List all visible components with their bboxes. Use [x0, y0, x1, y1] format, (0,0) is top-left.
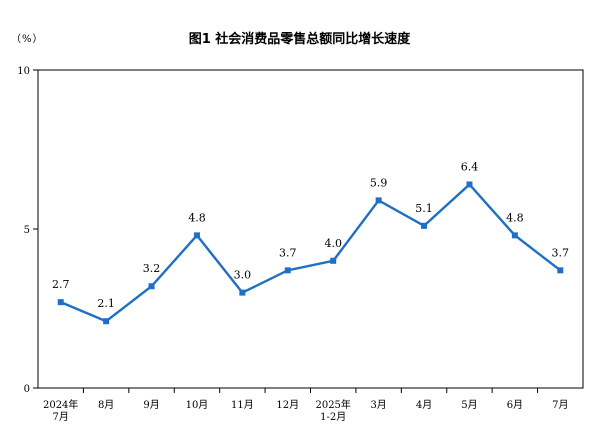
- data-value-label: 2.1: [97, 297, 115, 310]
- data-point-marker: [103, 318, 110, 325]
- x-tick-label: 10月: [186, 399, 209, 411]
- data-point-marker: [375, 197, 382, 204]
- data-value-label: 4.8: [506, 211, 524, 224]
- data-point-marker: [330, 257, 337, 264]
- data-value-label: 3.2: [143, 262, 161, 275]
- data-point-marker: [284, 267, 291, 274]
- series-line: [60, 182, 562, 323]
- chart-title: 图1 社会消费品零售总额同比增长速度: [188, 32, 411, 47]
- data-point-marker: [193, 232, 200, 239]
- x-tick-label: 2024年: [43, 398, 78, 411]
- x-tick-label: 3月: [370, 399, 386, 411]
- data-value-label: 2.7: [52, 278, 70, 291]
- x-tick-label: 7月: [552, 399, 568, 411]
- data-point-marker: [57, 299, 64, 306]
- data-point-marker: [511, 232, 518, 239]
- data-value-label: 3.0: [234, 269, 252, 282]
- data-value-label: 4.8: [188, 211, 206, 224]
- x-tick-label: 4月: [416, 399, 432, 411]
- x-tick-label: 1-2月: [320, 411, 346, 423]
- data-point-marker: [239, 289, 246, 296]
- y-tick-label: 0: [24, 384, 30, 395]
- data-value-label: 3.7: [552, 246, 570, 259]
- data-point-marker: [421, 222, 428, 229]
- data-value-label: 5.9: [370, 176, 388, 189]
- data-point-marker: [466, 181, 473, 188]
- x-tick-label: 5月: [461, 399, 477, 411]
- x-tick-label: 9月: [143, 399, 159, 411]
- x-tick-label: 12月: [276, 399, 299, 411]
- data-value-label: 6.4: [461, 160, 479, 173]
- y-tick-label: 10: [17, 66, 30, 77]
- x-tick-label: 2025年: [315, 398, 350, 411]
- y-tick-label: 5: [24, 225, 30, 236]
- data-value-label: 5.1: [415, 202, 433, 215]
- data-point-marker: [148, 283, 155, 290]
- x-tick-label: 11月: [231, 399, 254, 411]
- data-value-label: 4.0: [324, 237, 342, 250]
- x-tick-label: 8月: [98, 399, 114, 411]
- plot-frame: [37, 69, 584, 389]
- data-value-label: 3.7: [279, 246, 297, 259]
- x-tick-label: 6月: [507, 399, 523, 411]
- y-unit-label: （%）: [11, 34, 44, 45]
- x-tick-label: 7月: [53, 411, 69, 423]
- data-point-marker: [557, 267, 564, 274]
